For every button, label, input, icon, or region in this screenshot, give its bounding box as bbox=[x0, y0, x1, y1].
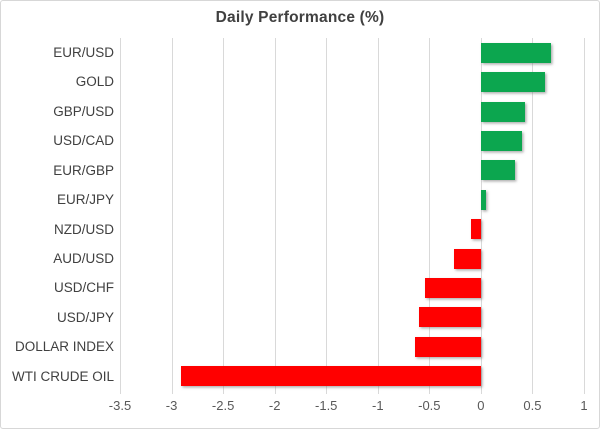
category-label: EUR/GBP bbox=[53, 162, 114, 178]
category-label: USD/CHF bbox=[54, 280, 114, 296]
bar-usd-cad bbox=[480, 130, 523, 151]
bar-gold bbox=[480, 72, 545, 93]
category-label: GOLD bbox=[75, 74, 114, 90]
category-label: EUR/USD bbox=[53, 45, 114, 60]
x-axis-tick-label: 0 bbox=[477, 398, 485, 413]
gridline bbox=[377, 38, 379, 394]
chart-title: Daily Performance (%) bbox=[215, 9, 385, 26]
gridline bbox=[326, 38, 328, 394]
category-label: USD/JPY bbox=[56, 309, 114, 325]
bar-dollar-index bbox=[414, 336, 481, 357]
x-axis-tick-label: 1 bbox=[580, 398, 588, 413]
category-label: NZD/USD bbox=[54, 221, 114, 237]
bar-gbp-usd bbox=[480, 101, 526, 122]
gridline bbox=[429, 38, 431, 394]
gridline bbox=[120, 38, 121, 394]
bar-eur-gbp bbox=[480, 160, 515, 181]
gridline bbox=[584, 38, 585, 394]
x-axis-tick-label: -2.5 bbox=[211, 398, 235, 413]
x-axis-tick-label: -3.5 bbox=[108, 398, 132, 413]
x-axis-tick-label: -2 bbox=[268, 398, 281, 413]
bar-aud-usd bbox=[454, 248, 481, 269]
category-label: GBP/USD bbox=[53, 103, 114, 119]
gridline bbox=[274, 38, 276, 394]
category-label: EUR/JPY bbox=[56, 192, 114, 208]
gridline bbox=[532, 38, 534, 394]
x-axis-tick-label: 0.5 bbox=[523, 398, 542, 413]
bar-eur-jpy bbox=[480, 189, 487, 210]
bar-usd-jpy bbox=[419, 307, 481, 328]
category-label: DOLLAR INDEX bbox=[14, 339, 114, 355]
gridline bbox=[171, 38, 173, 394]
gridline bbox=[480, 38, 482, 394]
bar-eur-usd bbox=[480, 42, 551, 63]
category-label: AUD/USD bbox=[53, 250, 114, 266]
x-axis-tick-label: -1 bbox=[371, 398, 384, 413]
category-label: USD/CAD bbox=[53, 133, 114, 149]
bar-nzd-usd bbox=[470, 219, 481, 240]
gridline bbox=[223, 38, 225, 394]
bar-wti-crude-oil bbox=[180, 366, 481, 387]
x-axis-tick-label: -1.5 bbox=[315, 398, 338, 413]
bar-usd-chf bbox=[425, 278, 481, 299]
x-axis-tick-label: -0.5 bbox=[418, 398, 441, 413]
category-label: WTI CRUDE OIL bbox=[11, 368, 114, 384]
x-axis-tick-label: -3 bbox=[165, 398, 178, 413]
